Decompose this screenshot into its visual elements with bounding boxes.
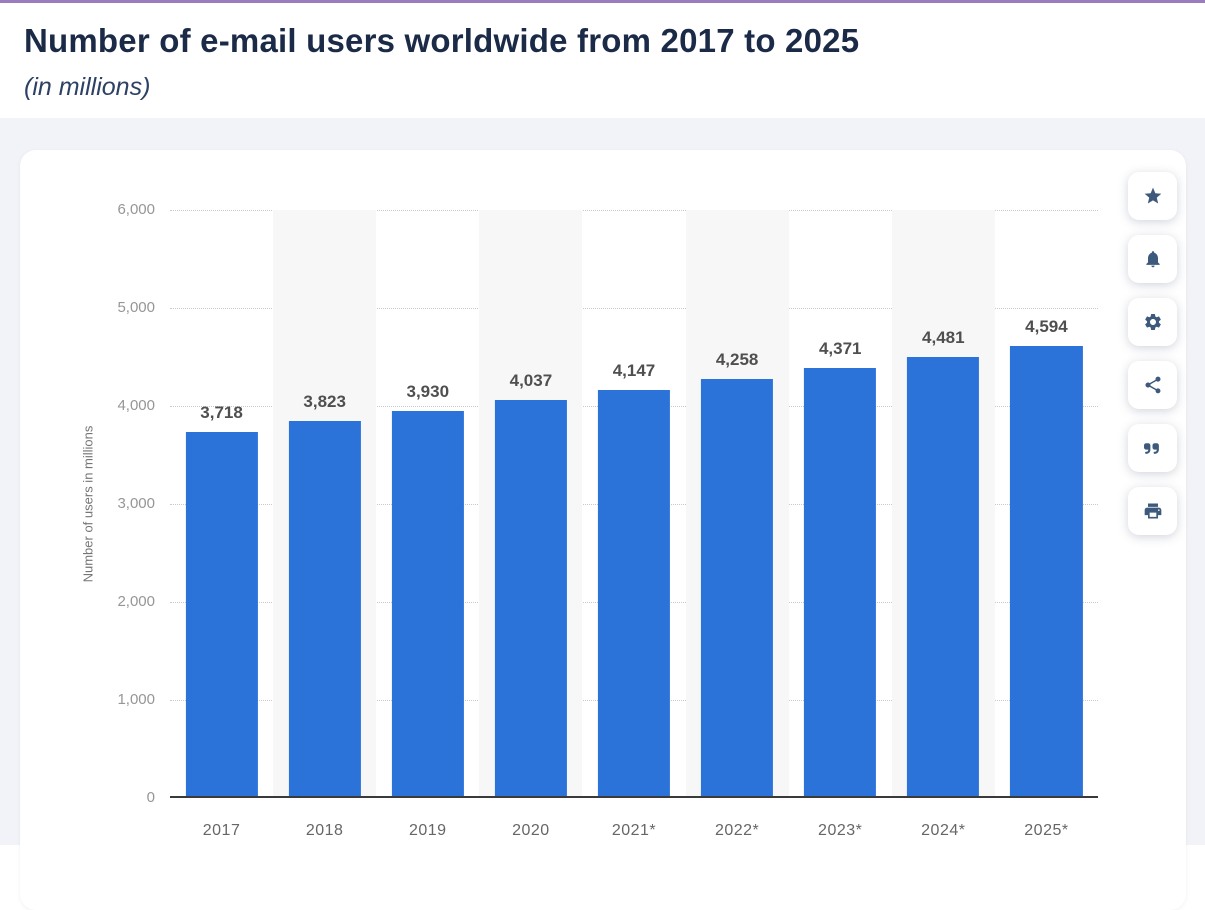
category-column: 4,258 xyxy=(685,210,789,796)
content-section: Number of users in millions 0 1,000 2,000 3… xyxy=(0,118,1205,910)
bar-value-label: 4,594 xyxy=(1025,316,1068,336)
category-column: 4,147 xyxy=(582,210,685,796)
share-icon xyxy=(1145,376,1160,394)
gridline xyxy=(170,308,1098,309)
page-header: Number of e-mail users worldwide from 20… xyxy=(0,0,1205,102)
y-axis-tick-label: 3,000 xyxy=(117,495,155,512)
bar-value-label: 3,718 xyxy=(200,402,243,422)
bar-value-label: 4,371 xyxy=(818,338,862,358)
y-axis-tick-label: 4,000 xyxy=(117,397,155,414)
bar-value-label: 4,147 xyxy=(612,360,656,380)
page-title: Number of e-mail users worldwide from 20… xyxy=(24,22,860,59)
bar-value-label: 3,930 xyxy=(406,381,450,401)
bar-2022[interactable] xyxy=(701,378,774,796)
x-axis-label: 2021* xyxy=(611,822,657,839)
bar-value-label: 4,258 xyxy=(715,349,759,369)
category-column: 3,930 xyxy=(376,210,479,796)
bell-icon xyxy=(1145,251,1160,268)
plot-area: 3,718 3,823 3,930 4,037 4,147 4,258 4,371 4,481… xyxy=(170,210,1098,798)
x-axis-label: 2022* xyxy=(714,822,760,839)
gridline xyxy=(170,210,1098,211)
star-icon xyxy=(1144,187,1161,204)
page-top-accent-bar xyxy=(0,0,1205,3)
x-axis-label: 2023* xyxy=(818,822,863,839)
category-column: 4,594 xyxy=(995,210,1098,796)
bar-value-label: 4,037 xyxy=(509,371,553,391)
bar-2017[interactable] xyxy=(185,431,258,796)
bar-2020[interactable] xyxy=(494,400,567,796)
bar-columns: 3,718 3,823 3,930 4,037 4,147 4,258 4,371 4,481… xyxy=(170,210,1098,796)
bar-2019[interactable] xyxy=(391,410,464,796)
y-axis-tick-label: 6,000 xyxy=(117,201,155,218)
page-subtitle: (in millions) xyxy=(24,72,151,101)
bar-2021[interactable] xyxy=(597,389,671,796)
gear-icon xyxy=(1144,313,1161,330)
bar-2023[interactable] xyxy=(804,367,877,796)
chart-card: Number of users in millions 0 1,000 2,000 3… xyxy=(20,150,1186,910)
bar-value-label: 3,823 xyxy=(303,392,346,412)
y-axis-tick-label: 2,000 xyxy=(117,593,155,610)
bar-2018[interactable] xyxy=(288,421,361,796)
x-axis-label: 2017 xyxy=(202,822,241,839)
quote-button[interactable] xyxy=(1128,424,1177,472)
category-column: 4,481 xyxy=(891,210,995,796)
y-axis-tick-label: 1,000 xyxy=(117,691,155,708)
category-column: 4,037 xyxy=(479,210,583,796)
star-button[interactable] xyxy=(1128,172,1177,220)
bar-2025[interactable] xyxy=(1010,345,1083,796)
x-axis-label: 2020 xyxy=(512,822,550,839)
x-axis-label: 2024* xyxy=(921,822,966,839)
quote-icon xyxy=(1144,442,1159,454)
x-axis-label: 2018 xyxy=(305,822,344,839)
chart-toolbar xyxy=(1128,172,1177,535)
x-axis-label: 2019 xyxy=(408,822,447,839)
y-axis-tick-label: 0 xyxy=(146,789,155,806)
bar-2024[interactable] xyxy=(907,356,980,796)
bar-value-label: 4,481 xyxy=(922,327,965,347)
print-icon xyxy=(1144,503,1161,519)
y-axis-tick-label: 5,000 xyxy=(117,299,155,316)
category-column: 3,823 xyxy=(273,210,377,796)
x-axis-label: 2025* xyxy=(1024,822,1069,839)
bell-button[interactable] xyxy=(1128,235,1177,283)
category-column: 4,371 xyxy=(789,210,892,796)
print-button[interactable] xyxy=(1128,487,1177,535)
gear-button[interactable] xyxy=(1128,298,1177,346)
category-column: 3,718 xyxy=(170,210,273,796)
share-button[interactable] xyxy=(1128,361,1177,409)
